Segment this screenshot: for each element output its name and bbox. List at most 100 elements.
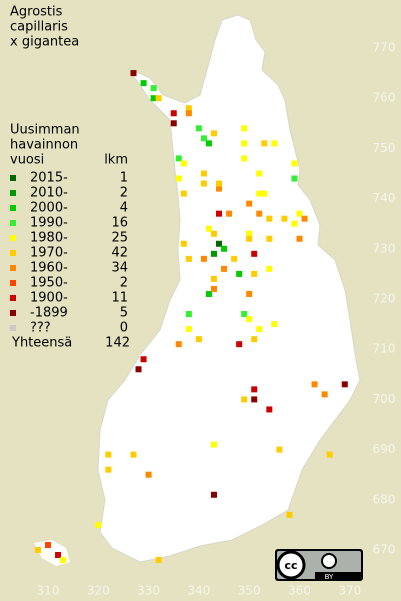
license-badge: cc BY xyxy=(275,549,363,581)
legend-count: 0 xyxy=(120,321,128,336)
observation xyxy=(296,235,303,242)
observation xyxy=(326,451,333,458)
observation xyxy=(180,240,187,247)
observation xyxy=(241,140,248,147)
observation xyxy=(266,235,273,242)
observation xyxy=(200,170,207,177)
legend-count: 2 xyxy=(120,276,128,291)
legend-label: 2010- xyxy=(30,186,68,201)
total-label: Yhteensä xyxy=(11,336,72,351)
observation xyxy=(226,210,233,217)
y-tick-label: 720 xyxy=(373,292,396,306)
observation xyxy=(236,270,243,277)
y-tick-label: 700 xyxy=(373,392,396,406)
observation xyxy=(251,386,258,393)
observation xyxy=(271,321,278,328)
observation xyxy=(155,557,162,564)
observation xyxy=(256,170,263,177)
observation xyxy=(130,70,137,77)
observation xyxy=(205,140,212,147)
observation xyxy=(251,396,258,403)
legend-swatch xyxy=(10,190,16,196)
legend-label: 1950- xyxy=(30,276,68,291)
y-tick-label: 770 xyxy=(373,41,396,55)
observation xyxy=(140,356,147,363)
observation xyxy=(216,240,223,247)
legend-count: 11 xyxy=(111,291,128,306)
total-count: 142 xyxy=(105,336,130,351)
observation xyxy=(296,210,303,217)
observation xyxy=(210,275,217,282)
legend-title: vuosi xyxy=(10,153,44,168)
observation xyxy=(150,95,157,102)
x-tick-label: 340 xyxy=(187,584,210,598)
observation xyxy=(105,466,112,473)
observation xyxy=(175,341,182,348)
observation xyxy=(271,140,278,147)
observation xyxy=(281,215,288,222)
observation xyxy=(251,336,258,343)
license-label: BY xyxy=(325,573,334,581)
legend-label: 1900- xyxy=(30,291,68,306)
observation xyxy=(210,230,217,237)
observation xyxy=(221,265,228,272)
observation xyxy=(251,250,258,257)
legend-title: Uusimman xyxy=(10,123,80,138)
observation xyxy=(341,381,348,388)
x-tick-label: 370 xyxy=(338,584,361,598)
legend-swatch xyxy=(10,280,16,286)
y-tick-label: 740 xyxy=(373,191,396,205)
observation xyxy=(145,471,152,478)
title-line: Agrostis xyxy=(10,5,63,20)
legend-label: 2000- xyxy=(30,201,68,216)
observation xyxy=(291,175,298,182)
observation xyxy=(251,270,258,277)
legend-label: 2015- xyxy=(30,171,68,186)
x-tick-label: 330 xyxy=(137,584,160,598)
observation xyxy=(241,125,248,132)
observation xyxy=(195,336,202,343)
title-line: x gigantea xyxy=(10,35,79,50)
observation xyxy=(200,255,207,262)
observation xyxy=(185,326,192,333)
observation xyxy=(45,541,51,548)
legend-swatch xyxy=(10,235,16,241)
observation xyxy=(185,105,192,112)
observation xyxy=(231,255,238,262)
observation xyxy=(291,220,298,227)
by-strip xyxy=(315,572,361,580)
observation xyxy=(286,511,293,518)
observation xyxy=(135,366,142,373)
observation xyxy=(185,110,192,117)
observation xyxy=(301,215,308,222)
legend-label: -1899 xyxy=(30,306,68,321)
legend-label: 1960- xyxy=(30,261,68,276)
legend-label: 1990- xyxy=(30,216,68,231)
observation xyxy=(170,120,177,127)
observation xyxy=(210,130,217,137)
legend-swatch xyxy=(10,175,16,181)
cc-glyph: cc xyxy=(284,559,297,572)
observation xyxy=(180,160,187,167)
x-tick-label: 350 xyxy=(238,584,261,598)
y-tick-label: 680 xyxy=(373,492,396,506)
legend-count: 2 xyxy=(120,186,128,201)
observation xyxy=(175,175,182,182)
y-tick-label: 670 xyxy=(373,543,396,557)
y-tick-label: 730 xyxy=(373,241,396,255)
legend-label: 1970- xyxy=(30,246,68,261)
legend-count: 1 xyxy=(120,171,128,186)
legend-swatch xyxy=(10,205,16,211)
legend-count: 25 xyxy=(111,231,128,246)
cc-icon xyxy=(276,550,306,580)
observation xyxy=(55,552,62,559)
legend-label: 1980- xyxy=(30,231,68,246)
title-line: capillaris xyxy=(10,20,68,35)
observation xyxy=(150,85,157,92)
legend-swatch xyxy=(10,265,16,271)
observation xyxy=(241,311,248,318)
observation xyxy=(155,95,162,102)
x-tick-label: 310 xyxy=(37,584,60,598)
y-tick-label: 690 xyxy=(373,442,396,456)
observation xyxy=(105,451,112,458)
